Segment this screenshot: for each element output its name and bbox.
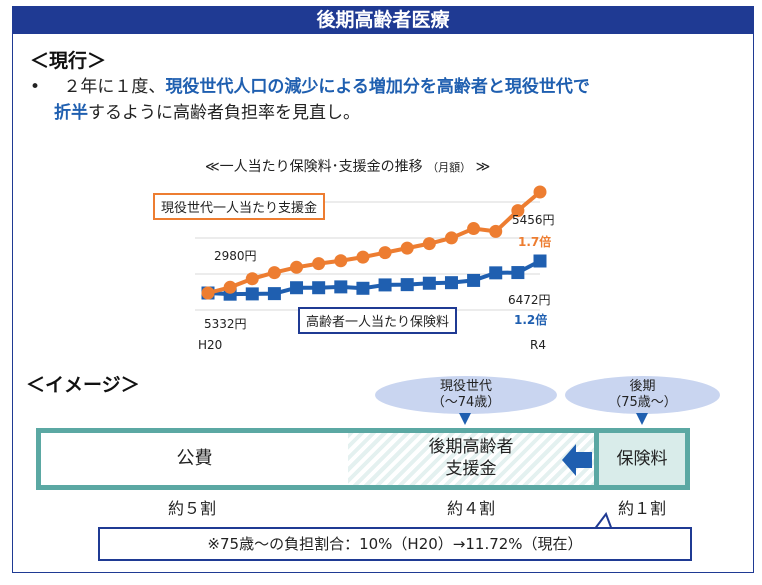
- arrow-down-icon: [459, 413, 471, 425]
- data-point: [245, 272, 259, 286]
- bubble-late-elderly-line2: （75歳～）: [608, 395, 677, 410]
- bubble-late-elderly-line1: 後期: [629, 379, 656, 394]
- segment-public: 公費: [36, 428, 348, 490]
- ratio-public: 約５割: [167, 499, 216, 518]
- arrow-left-icon: [562, 444, 592, 476]
- support-end-value: 5456円: [512, 213, 555, 227]
- data-point: [489, 224, 503, 238]
- chart-title-unit: （月額）: [427, 161, 472, 174]
- data-point: [290, 260, 304, 274]
- data-point: [511, 204, 525, 218]
- data-point: [267, 287, 281, 301]
- bubble-working-age-line2: （～74歳）: [431, 395, 501, 410]
- chart-title-main: ≪一人当たり保険料･支援金の推移: [205, 159, 423, 175]
- data-point: [422, 237, 436, 251]
- segment-support-line2: 支援金: [445, 459, 497, 479]
- x-label-start: H20: [198, 338, 223, 352]
- series-line: [207, 259, 541, 297]
- series-line: [207, 190, 542, 295]
- page-title: 後期高齢者医療: [316, 9, 450, 31]
- legend-support: 現役世代一人当たり支援金: [153, 193, 326, 220]
- data-point: [378, 278, 392, 292]
- bubble-working-age-line1: 現役世代: [439, 379, 492, 394]
- image-heading: ＜イメージ＞: [26, 374, 140, 396]
- bullet-emphasis-1: 現役世代人口の減少による増加分を高齢者と現役世代で: [165, 77, 590, 97]
- burden-ratio-note: ※75歳～の負担割合：10%（H20）→11.72%（現在）: [98, 527, 692, 561]
- bullet-text-pre: ２年に１度、: [63, 77, 166, 97]
- series-support: [201, 185, 547, 300]
- data-point: [400, 278, 414, 292]
- bullet-line-2: 折半するように高齢者負担率を見直し。: [54, 100, 360, 126]
- data-point: [400, 241, 414, 255]
- data-point: [467, 273, 481, 287]
- bubble-late-elderly: 後期 （75歳～）: [565, 376, 720, 414]
- data-point: [356, 281, 370, 295]
- segment-support-line1: 後期高齢者: [428, 437, 514, 457]
- data-point: [444, 276, 458, 290]
- data-point: [356, 250, 370, 264]
- segment-premium: 保険料: [594, 428, 690, 490]
- bubble-working-age: 現役世代 （～74歳）: [375, 376, 557, 414]
- support-multiplier: 1.7倍: [518, 235, 552, 249]
- series-premium: [201, 254, 547, 301]
- bullet-emphasis-2: 折半: [54, 103, 88, 123]
- x-label-end: R4: [530, 338, 546, 352]
- data-point: [334, 280, 348, 294]
- trend-chart: [195, 185, 547, 311]
- page-header: 後期高齢者医療: [12, 6, 754, 34]
- data-point: [467, 222, 481, 236]
- data-point: [290, 281, 304, 295]
- segment-premium-label: 保険料: [616, 449, 668, 469]
- arrow-down-icon: [636, 413, 648, 425]
- data-point: [378, 246, 392, 260]
- data-point: [223, 280, 237, 294]
- support-start-value: 2980円: [214, 249, 257, 263]
- data-point: [312, 257, 326, 271]
- premium-end-value: 6472円: [508, 293, 551, 307]
- chart-title: ≪一人当たり保険料･支援金の推移 （月額） ≫: [205, 156, 490, 176]
- current-heading: ＜現行＞: [30, 50, 107, 72]
- data-point: [533, 185, 547, 199]
- data-point: [201, 286, 215, 300]
- data-point: [334, 254, 348, 268]
- data-point: [422, 276, 436, 290]
- data-point: [245, 287, 259, 301]
- chart-title-end: ≫: [475, 159, 491, 175]
- data-point: [312, 281, 326, 295]
- bullet-text-post: するように高齢者負担率を見直し。: [88, 103, 360, 123]
- legend-premium: 高齢者一人当たり保険料: [298, 307, 458, 334]
- segment-support: 後期高齢者 支援金: [348, 428, 594, 490]
- bullet-dot: •: [30, 77, 41, 97]
- data-point: [267, 266, 281, 280]
- data-point: [444, 231, 458, 245]
- data-point: [489, 266, 503, 280]
- data-point: [511, 266, 525, 280]
- data-point: [533, 254, 547, 268]
- ratio-support: 約４割: [446, 499, 495, 518]
- ratio-premium: 約１割: [617, 499, 666, 518]
- bullet-line-1: • ２年に１度、現役世代人口の減少による増加分を高齢者と現役世代で: [30, 74, 590, 100]
- premium-multiplier: 1.2倍: [514, 313, 548, 327]
- premium-start-value: 5332円: [204, 317, 247, 331]
- segment-public-label: 公費: [176, 448, 213, 469]
- content-frame: [12, 34, 754, 573]
